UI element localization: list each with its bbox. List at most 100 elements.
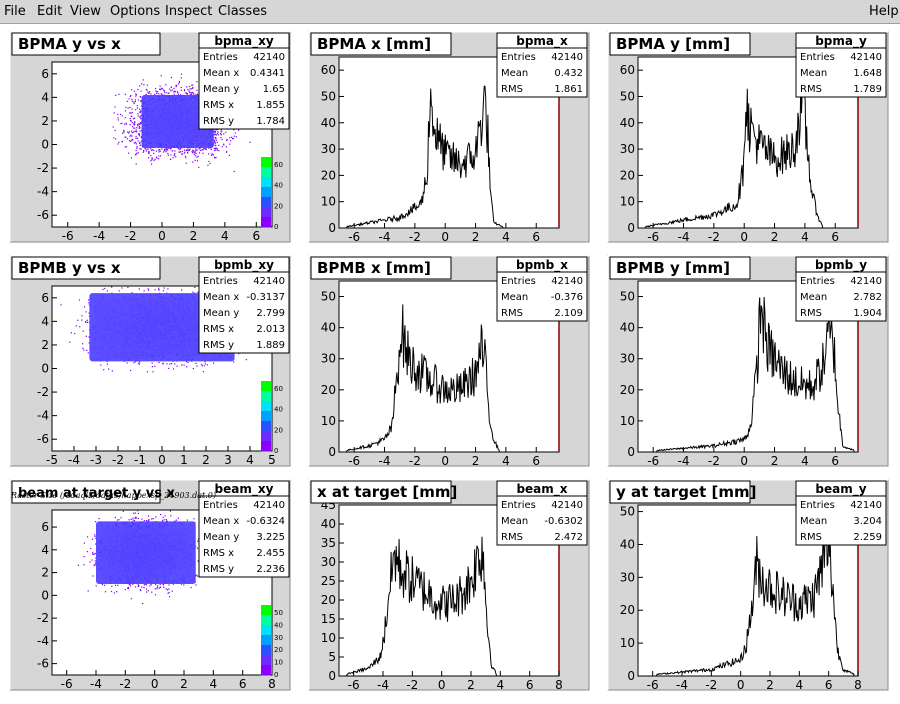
stats-label: RMS y [203, 116, 234, 127]
scatter-point [199, 152, 200, 153]
scatter-point [130, 118, 131, 119]
scatter-point [131, 109, 132, 110]
y-tick-label: 0 [41, 138, 49, 152]
scatter-point [158, 155, 159, 156]
scatter-point [195, 155, 196, 156]
scatter-point [103, 369, 104, 370]
scatter-point [213, 154, 214, 155]
scatter-point [208, 161, 209, 162]
scatter-point [218, 150, 219, 151]
scatter-point [158, 288, 159, 289]
scatter-point [114, 112, 115, 113]
scatter-point [111, 287, 112, 288]
scatter-point [84, 306, 85, 307]
scatter-point [208, 153, 209, 154]
scatter-point [123, 130, 124, 131]
scatter-point [140, 96, 141, 97]
scatter-point [194, 154, 195, 155]
x-tick-label: -4 [93, 229, 105, 243]
menu-edit[interactable]: Edit [37, 4, 62, 20]
scatter-point [144, 290, 145, 291]
menu-options[interactable]: Options [110, 4, 160, 20]
scatter-point [138, 133, 139, 134]
scatter-point [175, 156, 176, 157]
scatter-point [138, 99, 139, 100]
scatter-point [229, 144, 230, 145]
stats-value: 1.855 [256, 100, 285, 111]
scatter-point [137, 105, 138, 106]
scatter-point [170, 159, 171, 160]
scatter-point [216, 140, 217, 141]
scatter-point [181, 74, 182, 75]
scatter-point [171, 77, 172, 78]
menu-classes[interactable]: Classes [218, 4, 267, 20]
scatter-point [207, 165, 208, 166]
scatter-point [85, 311, 86, 312]
scatter-point [209, 163, 210, 164]
scatter-point [187, 152, 188, 153]
stats-label: RMS x [203, 100, 234, 111]
scatter-point [158, 290, 159, 291]
y-tick-label: 0 [328, 221, 336, 235]
scatter-point [147, 85, 148, 86]
scatter-point [117, 114, 118, 115]
stats-value: 42140 [253, 52, 285, 63]
scatter-point [193, 94, 194, 95]
scatter-point [236, 136, 237, 137]
menu-help[interactable]: Help [869, 4, 899, 20]
menu-view[interactable]: View [70, 4, 101, 20]
scatter-point [131, 89, 132, 90]
scatter-point [135, 101, 136, 102]
scatter-point [174, 153, 175, 154]
scatter-point [176, 85, 177, 86]
scatter-point [113, 137, 114, 138]
menu-file[interactable]: File [4, 4, 26, 20]
scatter-point [127, 287, 128, 288]
scatter-point [196, 90, 197, 91]
scatter-point [172, 89, 173, 90]
scatter-point [193, 150, 194, 151]
scatter-point [136, 146, 137, 147]
scatter-point [159, 151, 160, 152]
scatter-point [203, 371, 204, 372]
scatter-point [136, 153, 137, 154]
scatter-point [122, 115, 123, 116]
scatter-point [214, 148, 215, 149]
y-tick-label: 10 [321, 195, 336, 209]
stats-label: Mean [501, 68, 528, 79]
scatter-point [143, 150, 144, 151]
y-tick-label: 50 [620, 89, 635, 103]
scatter-point [197, 94, 198, 95]
scatter-point [128, 108, 129, 109]
y-tick-label: 4 [41, 90, 49, 104]
scatter-point [127, 101, 128, 102]
scatter-point [184, 152, 185, 153]
scatter-point [139, 109, 140, 110]
scatter-point [215, 143, 216, 144]
scatter-point [195, 150, 196, 151]
scatter-point [125, 137, 126, 138]
scatter-point [214, 145, 215, 146]
scatter-point [179, 149, 180, 150]
scatter-point [135, 136, 136, 137]
stats-label: Mean y [203, 84, 239, 95]
scatter-point [115, 139, 116, 140]
menu-inspect[interactable]: Inspect [165, 4, 212, 20]
scatter-point [184, 150, 185, 151]
scatter-point [160, 155, 161, 156]
scatter-point [132, 122, 133, 123]
scatter-point [138, 363, 139, 364]
scatter-point [130, 141, 131, 142]
scatter-point [163, 90, 164, 91]
scatter-point [131, 140, 132, 141]
scatter-point [148, 290, 149, 291]
scatter-point [129, 107, 130, 108]
scatter-point [202, 153, 203, 154]
colorbar-tick: 0 [274, 223, 278, 231]
y-tick-label: 40 [620, 116, 635, 130]
